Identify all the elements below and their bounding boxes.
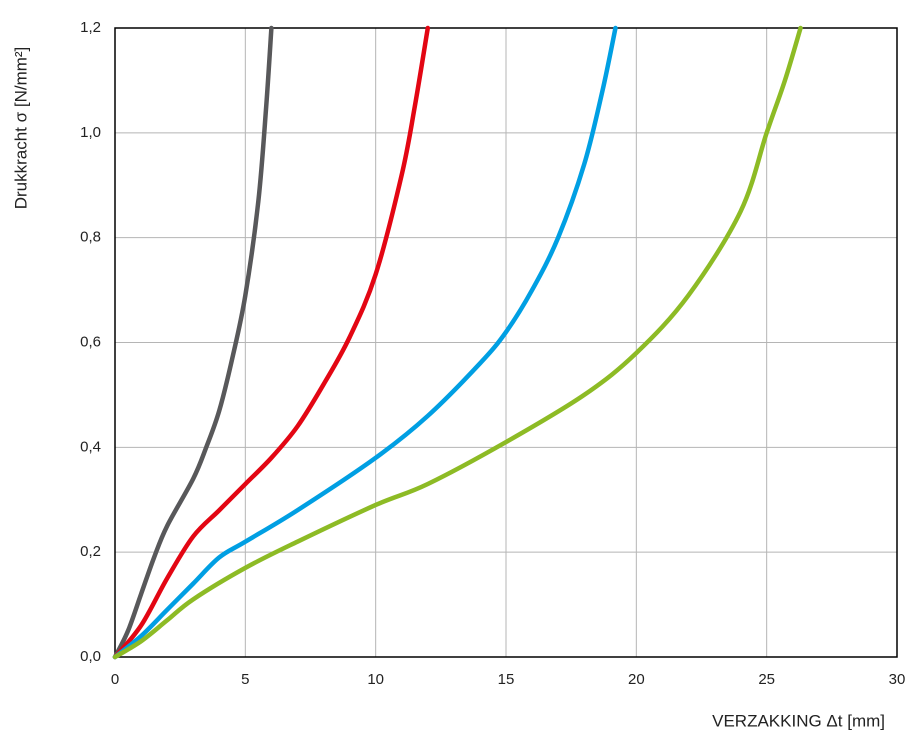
plot-frame <box>114 27 898 658</box>
x-tick-label: 10 <box>367 671 384 688</box>
series-line <box>112 25 431 660</box>
y-tick-label: 1,2 <box>80 19 101 36</box>
y-tick-label: 0,0 <box>80 648 101 665</box>
y-tick-label: 0,6 <box>80 333 101 350</box>
y-tick-label: 0,8 <box>80 229 101 246</box>
series-line <box>112 25 274 660</box>
x-tick-label: 15 <box>498 671 515 688</box>
x-tick-label: 25 <box>758 671 775 688</box>
x-tick-label: 5 <box>241 671 249 688</box>
series-line <box>112 25 803 660</box>
y-tick-label: 0,4 <box>80 438 101 455</box>
y-tick-label: 0,2 <box>80 543 101 560</box>
x-tick-label: 20 <box>628 671 645 688</box>
y-tick-label: 1,0 <box>80 124 101 141</box>
series-line <box>112 25 618 660</box>
x-axis-title: VERZAKKING Δt [mm] <box>712 711 885 730</box>
x-tick-label: 0 <box>111 671 119 688</box>
y-axis-title: Drukkracht σ [N/mm²] <box>11 47 30 210</box>
x-tick-label: 30 <box>889 671 906 688</box>
